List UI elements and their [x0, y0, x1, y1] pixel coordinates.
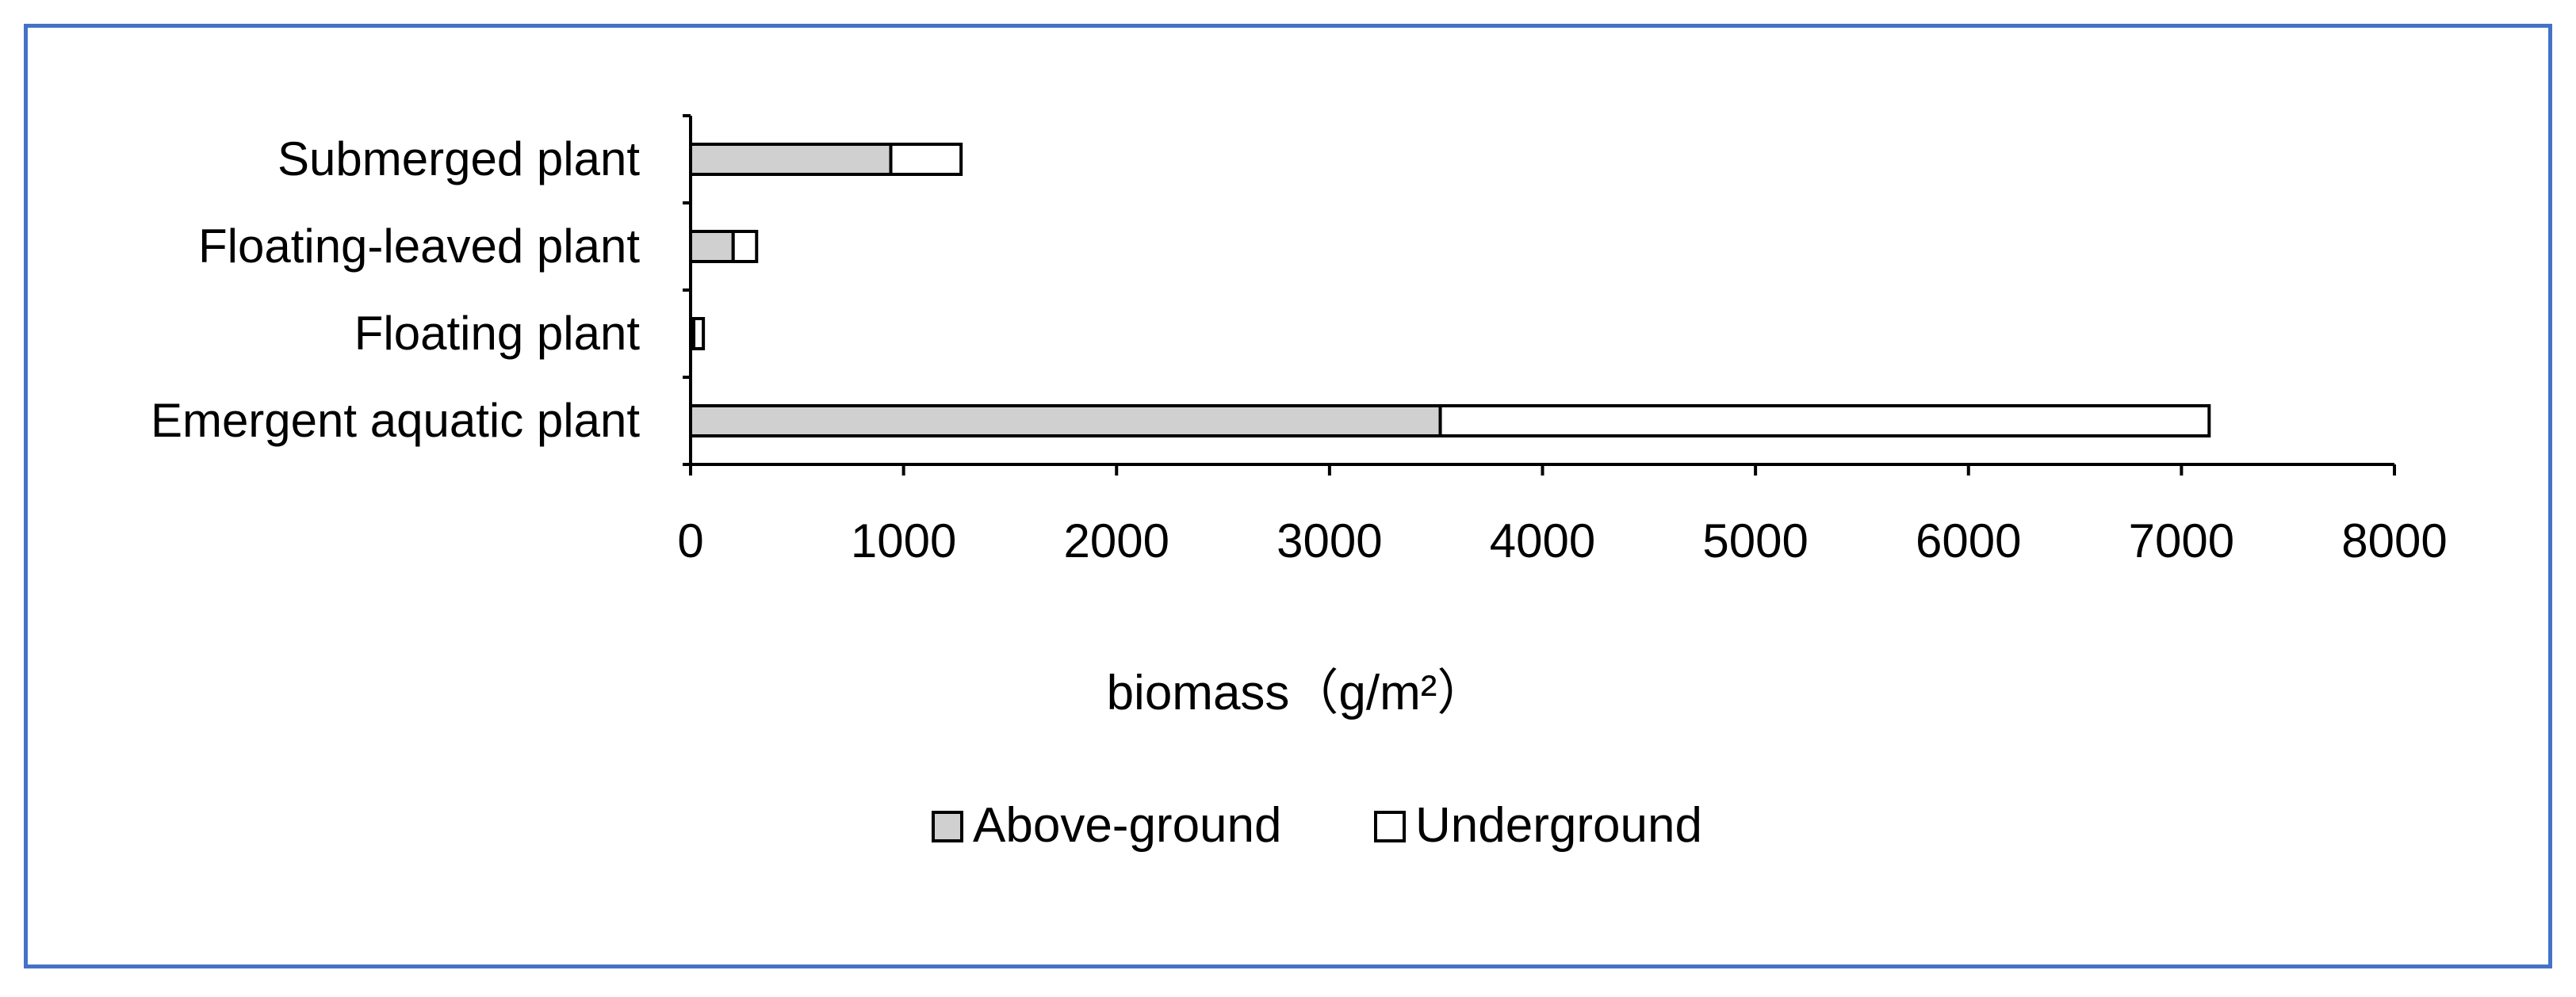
- x-tick-label-7: 7000: [2129, 514, 2234, 567]
- stacked-bar-chart: Emergent aquatic plant Floating plant Floa…: [151, 114, 2448, 853]
- bar-underground-2: [731, 230, 759, 263]
- x-tick-label-0: 0: [677, 514, 703, 567]
- bar-above-ground-3: [689, 143, 893, 176]
- legend-swatch-above-ground: [932, 811, 963, 842]
- bar-above-ground-0: [689, 404, 1442, 437]
- bars-layer: [689, 143, 2211, 437]
- x-tick-label-3: 3000: [1277, 514, 1382, 567]
- axes-layer: [683, 114, 2396, 476]
- bar-above-ground-2: [689, 230, 735, 263]
- category-label-1: Floating plant: [354, 307, 641, 360]
- legend-label-underground: Underground: [1415, 798, 1702, 853]
- labels-layer: Emergent aquatic plant Floating plant Floa…: [151, 132, 2448, 567]
- x-tick-label-6: 6000: [1916, 514, 2021, 567]
- chart-frame: Emergent aquatic plant Floating plant Floa…: [24, 24, 2552, 968]
- bar-underground-3: [889, 143, 963, 176]
- x-tick-label-4: 4000: [1490, 514, 1595, 567]
- legend-label-above-ground: Above-ground: [973, 798, 1282, 853]
- x-axis-title: biomass（g/m²）: [1107, 666, 1487, 720]
- x-tick-label-2: 2000: [1064, 514, 1169, 567]
- x-tick-label-8: 8000: [2341, 514, 2447, 567]
- x-tick-label-1: 1000: [851, 514, 956, 567]
- legend-swatch-underground: [1374, 811, 1406, 842]
- legend: Above-ground Underground: [932, 798, 1702, 853]
- x-tick-label-5: 5000: [1702, 514, 1808, 567]
- bar-underground-0: [1438, 404, 2211, 437]
- bar-underground-1: [692, 317, 706, 350]
- category-label-3: Submerged plant: [278, 132, 640, 185]
- category-label-2: Floating-leaved plant: [198, 220, 640, 273]
- category-label-0: Emergent aquatic plant: [151, 394, 640, 447]
